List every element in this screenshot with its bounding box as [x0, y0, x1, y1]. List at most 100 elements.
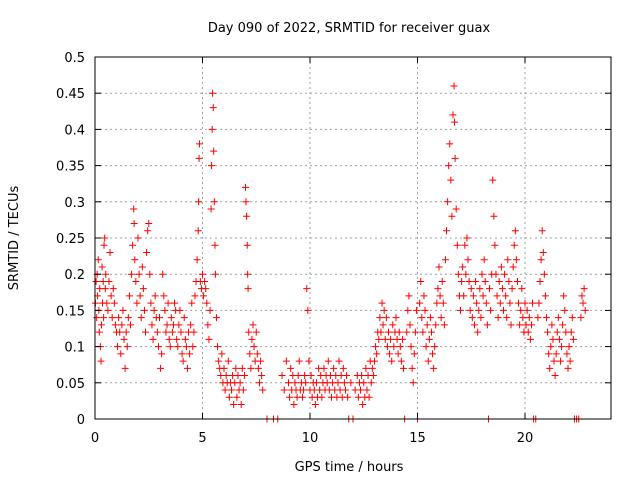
data-point [166, 343, 174, 351]
data-point [552, 350, 560, 358]
data-point [435, 263, 443, 271]
data-point [461, 241, 469, 249]
data-point [97, 321, 105, 329]
data-point [176, 306, 184, 314]
data-point [518, 285, 526, 293]
data-point [295, 357, 303, 365]
data-point [448, 212, 456, 220]
data-point [568, 314, 576, 322]
data-point [114, 343, 122, 351]
data-point [330, 364, 338, 372]
data-point [183, 364, 191, 372]
data-point [580, 285, 588, 293]
data-point [347, 379, 355, 387]
data-point [230, 401, 238, 409]
data-point [548, 321, 556, 329]
data-point [508, 285, 516, 293]
data-point [505, 277, 513, 285]
y-axis-title: SRMTID / TECUs [7, 186, 22, 291]
data-point [373, 350, 381, 358]
data-point [290, 401, 298, 409]
data-point [139, 285, 147, 293]
data-point [447, 176, 455, 184]
data-point [563, 350, 571, 358]
data-point [387, 335, 395, 343]
data-point [477, 314, 485, 322]
data-point [93, 314, 101, 322]
data-point [107, 292, 115, 300]
y-tick-label: 0.2 [64, 268, 85, 283]
data-point [200, 292, 208, 300]
data-point [167, 314, 175, 322]
data-point [195, 154, 203, 162]
data-point [386, 350, 394, 358]
data-point [301, 372, 309, 380]
data-point [163, 321, 171, 329]
data-point [221, 386, 229, 394]
y-tick-label: 0.15 [56, 304, 85, 319]
data-point [392, 314, 400, 322]
x-axis-title: GPS time / hours [295, 460, 404, 475]
data-points-layer [91, 82, 589, 423]
data-point [496, 299, 504, 307]
y-tick-label: 0.5 [64, 51, 85, 66]
data-point [365, 393, 373, 401]
data-point [429, 350, 437, 358]
data-point [232, 364, 240, 372]
data-point [469, 292, 477, 300]
data-point [581, 306, 589, 314]
data-point [218, 350, 226, 358]
data-point [151, 292, 159, 300]
data-point [492, 270, 500, 278]
data-point [137, 314, 145, 322]
data-point [384, 328, 392, 336]
y-tick-label: 0.3 [64, 196, 85, 211]
data-point [362, 364, 370, 372]
data-point [120, 335, 128, 343]
data-point [209, 104, 217, 112]
data-point [405, 292, 413, 300]
data-point [463, 234, 471, 242]
data-point [117, 350, 125, 358]
data-point [555, 335, 563, 343]
data-point [539, 248, 547, 256]
data-point [311, 401, 319, 409]
data-point [436, 292, 444, 300]
data-point [438, 277, 446, 285]
data-point [224, 357, 232, 365]
data-point [210, 147, 218, 155]
data-point [246, 350, 254, 358]
data-point [493, 292, 501, 300]
data-point [380, 306, 388, 314]
data-point [483, 321, 491, 329]
data-point [233, 393, 241, 401]
data-point [544, 328, 552, 336]
data-point [190, 328, 198, 336]
data-point [547, 343, 555, 351]
data-point [368, 364, 376, 372]
data-point [303, 285, 311, 293]
data-point [199, 270, 206, 278]
data-point [174, 343, 182, 351]
data-point [521, 299, 529, 307]
data-point [98, 263, 106, 271]
data-point [513, 277, 521, 285]
x-tick-label: 5 [198, 431, 206, 446]
data-point [452, 205, 460, 213]
data-point [460, 292, 468, 300]
data-point [537, 256, 545, 264]
data-point [106, 248, 114, 256]
data-point [363, 386, 371, 394]
data-point [168, 328, 176, 336]
data-point [426, 314, 434, 322]
data-point [511, 227, 519, 235]
data-point [243, 241, 251, 249]
data-point [472, 277, 480, 285]
data-point [367, 379, 375, 387]
data-point [459, 263, 467, 271]
data-point [427, 328, 435, 336]
data-point [526, 335, 534, 343]
data-point [115, 314, 123, 322]
data-point [95, 328, 103, 336]
